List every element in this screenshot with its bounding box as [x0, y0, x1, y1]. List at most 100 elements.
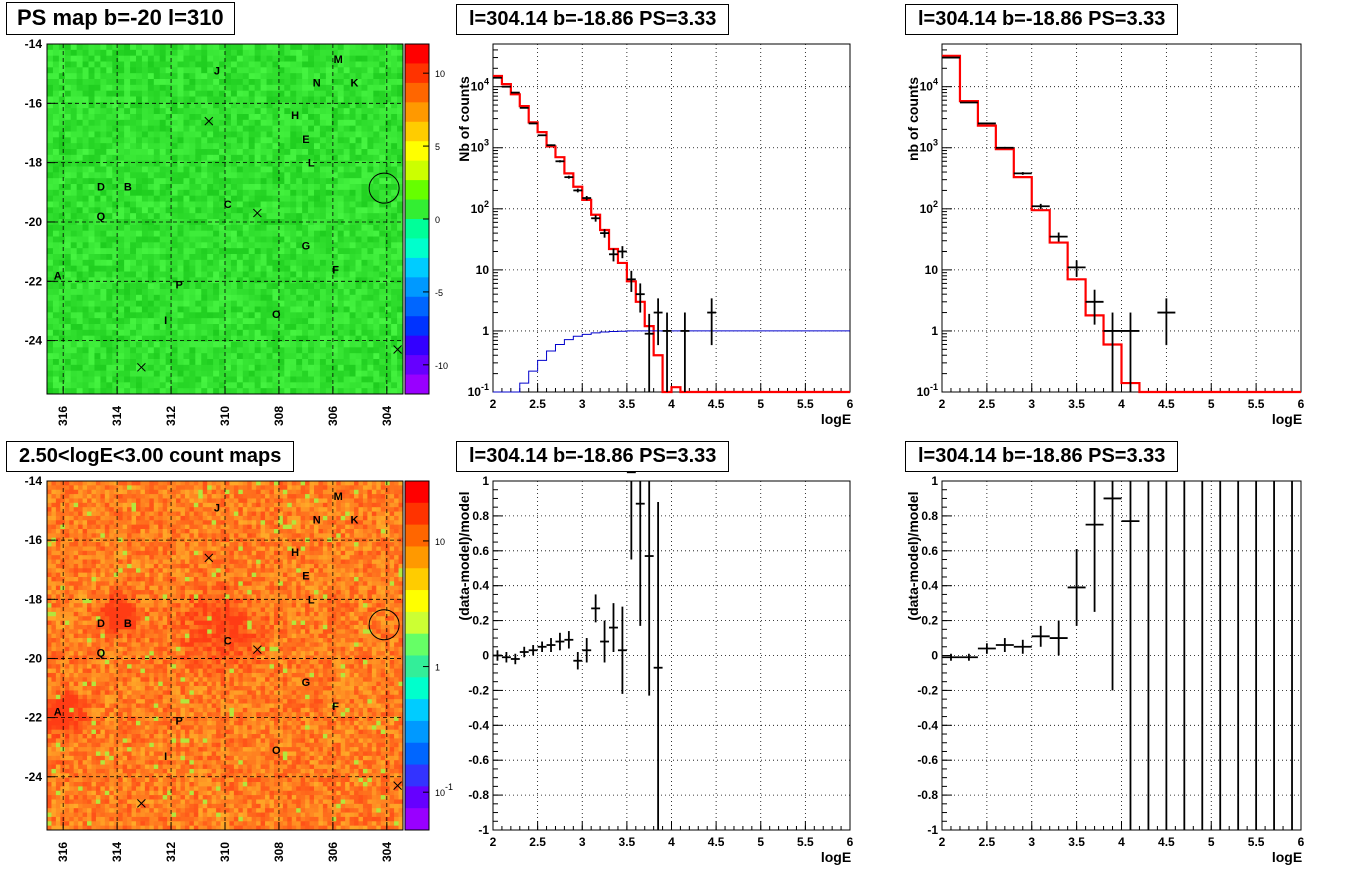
heatmap-cell	[319, 347, 327, 354]
heatmap-cell	[52, 184, 60, 191]
colorbar-segment	[405, 238, 429, 259]
heatmap-cell	[308, 289, 315, 296]
heatmap-cell	[391, 300, 398, 307]
heatmap-cell	[124, 207, 131, 214]
heatmap-cell	[219, 67, 226, 74]
heatmap-cell	[70, 353, 78, 360]
heatmap-cell	[82, 283, 89, 290]
heatmap-cell	[91, 799, 97, 805]
heatmap-cell	[136, 347, 143, 354]
heatmap-cell	[87, 760, 92, 765]
heatmap-cell	[58, 224, 66, 232]
heatmap-cell	[51, 712, 57, 717]
heatmap-cell	[290, 84, 297, 92]
heatmap-cell	[183, 324, 190, 331]
heatmap-cell	[51, 590, 57, 595]
heatmap-cell	[100, 370, 107, 377]
heatmap-cell	[314, 201, 321, 208]
heatmap-cell	[88, 44, 95, 51]
heatmap-cell	[78, 659, 83, 665]
heatmap-cell	[64, 537, 70, 543]
heatmap-cell	[130, 108, 137, 115]
heatmap-cell	[136, 67, 143, 74]
heatmap-cell	[112, 73, 119, 80]
heatmap-cell	[385, 160, 392, 167]
heatmap-cell	[314, 224, 321, 232]
heatmap-cell	[64, 812, 70, 818]
heatmap-cell	[64, 624, 70, 630]
heatmap-cell	[195, 224, 202, 232]
heatmap-cell	[331, 254, 339, 261]
heatmap-cell	[385, 236, 392, 243]
heatmap-cell	[213, 370, 220, 377]
heatmap-cell	[201, 79, 208, 86]
heatmap-cell	[272, 335, 279, 342]
heatmap-cell	[296, 353, 303, 360]
heatmap-cell	[52, 137, 60, 144]
heatmap-cell	[87, 502, 92, 508]
heatmap-cell	[373, 154, 380, 162]
heatmap-cell	[47, 335, 54, 342]
heatmap-cell	[171, 224, 178, 232]
heatmap-cell	[70, 166, 78, 173]
heatmap-cell	[367, 388, 374, 395]
heatmap-cell	[64, 382, 72, 389]
heatmap-cell	[195, 119, 202, 127]
heatmap-cell	[314, 277, 321, 284]
heatmap-cell	[219, 289, 226, 296]
heatmap-cell	[284, 370, 291, 377]
heatmap-cell	[195, 67, 202, 74]
heatmap-cell	[373, 160, 380, 167]
heatmap-cell	[331, 166, 339, 173]
heatmap-cell	[52, 119, 60, 127]
heatmap-cell	[64, 581, 70, 587]
heatmap-cell	[51, 498, 57, 504]
heatmap-cell	[248, 242, 256, 249]
heatmap-cell	[58, 347, 66, 354]
heatmap-cell	[82, 585, 88, 591]
heatmap-cell	[141, 347, 149, 354]
heatmap-cell	[106, 219, 113, 226]
heatmap-cell	[331, 329, 339, 337]
heatmap-cell	[391, 131, 398, 138]
heatmap-cell	[248, 388, 256, 395]
heatmap-cell	[165, 143, 172, 150]
heatmap-cell	[296, 178, 303, 185]
heatmap-cell	[391, 119, 398, 127]
heatmap-cell	[91, 786, 97, 792]
heatmap-cell	[195, 137, 202, 144]
heatmap-cell	[302, 382, 309, 389]
heatmap-cell	[124, 382, 131, 389]
heatmap-cell	[159, 160, 167, 167]
heatmap-cell	[213, 90, 220, 97]
heatmap-cell	[183, 248, 190, 255]
heatmap-cell	[195, 154, 202, 162]
heatmap-cell	[183, 149, 190, 156]
heatmap-cell	[52, 90, 60, 97]
heatmap-cell	[69, 598, 75, 604]
heatmap-cell	[100, 143, 107, 150]
heatmap-cell	[76, 172, 83, 179]
heatmap-cell	[361, 230, 368, 237]
heatmap-cell	[213, 271, 220, 278]
heatmap-cell	[230, 347, 238, 354]
heatmap-cell	[284, 242, 291, 249]
heatmap-cell	[290, 318, 297, 325]
heatmap-cell	[60, 803, 66, 809]
heatmap-cell	[331, 289, 339, 296]
heatmap-cell	[308, 160, 315, 167]
heatmap-cell	[248, 329, 256, 337]
heatmap-cell	[55, 755, 61, 761]
heatmap-cell	[225, 79, 232, 86]
heatmap-cell	[296, 347, 303, 354]
heatmap-cell	[70, 108, 78, 115]
heatmap-cell	[248, 143, 256, 150]
heatmap-cell	[64, 502, 70, 508]
heatmap-cell	[95, 528, 101, 534]
heatmap-cell	[296, 213, 303, 220]
heatmap-cell	[391, 73, 398, 80]
heatmap-cell	[136, 289, 143, 296]
heatmap-cell	[189, 131, 196, 138]
heatmap-cell	[308, 172, 315, 179]
heatmap-cell	[47, 712, 52, 717]
